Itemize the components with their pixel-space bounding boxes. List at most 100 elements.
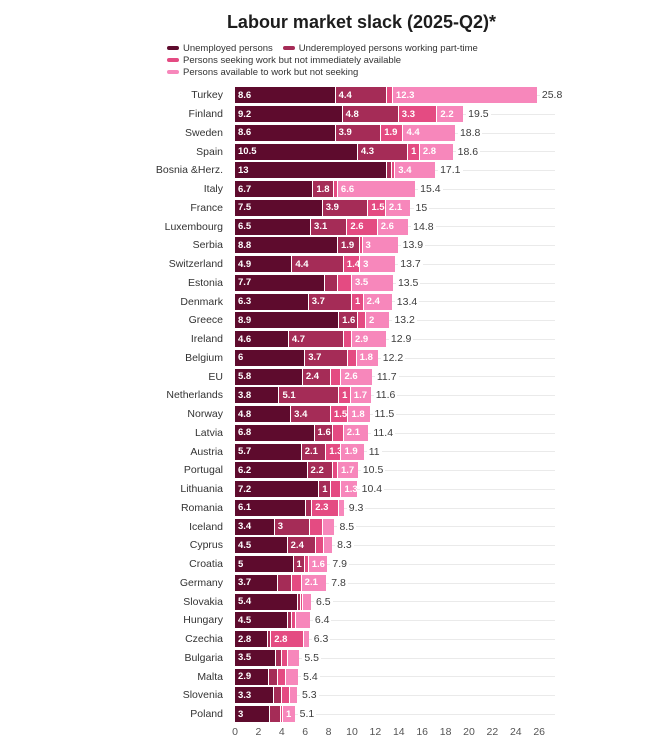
segment-value-label: 7.2 <box>238 483 252 495</box>
segment-value-label: 2.3 <box>315 502 329 514</box>
chart-title: Labour market slack (2025-Q2)* <box>226 12 497 32</box>
bar-segment: 1.7 <box>350 387 371 404</box>
country-label: Cyprus <box>189 539 223 552</box>
bar-track: 4.5 2.4 8.3 <box>229 536 555 555</box>
chart-row: Luxembourg 6.5 3.1 2.6 2.6 14.8 <box>0 217 651 236</box>
segment-value-label: 2 <box>369 314 375 326</box>
bar-segment: 3.3 <box>235 687 274 704</box>
segment-value-label: 3.7 <box>238 577 252 589</box>
legend-label: Persons seeking work but not immediately… <box>183 54 402 66</box>
segment-value-label: 4.8 <box>238 408 252 420</box>
bar-segment <box>360 237 363 254</box>
stacked-bar: 3.4 3 <box>235 518 335 535</box>
chart-row: Spain 10.5 4.3 1 2.8 18.6 <box>0 142 651 161</box>
segment-value-label: 1.9 <box>340 239 355 251</box>
bar-segment: 2.8 <box>271 631 304 648</box>
chart-row: Poland 3 1 5.1 <box>0 705 651 724</box>
segment-value-label: 2.8 <box>274 633 288 645</box>
bar-segment <box>289 687 297 704</box>
bar-track: 7.7 3.5 13.5 <box>229 274 555 293</box>
chart-row: Serbia 8.8 1.9 3 13.9 <box>0 236 651 255</box>
country-label: Spain <box>196 145 223 158</box>
total-value-label: 5.4 <box>301 670 320 683</box>
bar-segment: 3.7 <box>235 574 279 591</box>
bar-segment: 1.9 <box>381 124 404 141</box>
legend-label: Underemployed persons working part-time <box>298 42 478 54</box>
bar-segment: 6 <box>235 349 306 366</box>
bar-segment: 4.4 <box>292 256 344 273</box>
bar-segment: 1.3 <box>341 481 357 498</box>
segment-value-label: 4.4 <box>338 89 352 101</box>
bar-track: 2.8 2.8 6.3 <box>229 630 555 649</box>
bar-segment <box>357 312 367 329</box>
legend-line-3: Persons available to work but not seekin… <box>167 66 488 78</box>
segment-value-label: 3 <box>277 521 284 533</box>
bar-track: 6.5 3.1 2.6 2.6 14.8 <box>229 217 555 236</box>
bar-segment: 1.8 <box>313 181 335 198</box>
segment-value-label: 1.5 <box>371 202 385 214</box>
stacked-bar: 4.9 4.4 1.4 3 <box>235 256 396 273</box>
bar-segment: 4.8 <box>235 406 292 423</box>
legend-line-1: Unemployed persons Underemployed persons… <box>167 42 488 54</box>
axis-tick-label: 6 <box>302 726 309 738</box>
chart-row: Belgium 6 3.7 1.8 12.2 <box>0 349 651 368</box>
chart-row: Lithuania 7.2 1 1.3 10.4 <box>0 480 651 499</box>
bar-track: 3.4 3 8.5 <box>229 517 555 536</box>
country-label: Greece <box>188 314 223 327</box>
bar-segment <box>306 499 313 516</box>
segment-value-label: 4.5 <box>238 539 252 551</box>
segment-value-label: 1 <box>322 483 328 495</box>
bar-segment: 6.2 <box>235 462 308 479</box>
segment-value-label: 2.1 <box>346 427 360 439</box>
bar-segment: 3.3 <box>398 106 438 123</box>
bar-segment: 1.8 <box>356 349 378 366</box>
stacked-bar: 5 1 1.6 <box>235 556 328 573</box>
country-label: Austria <box>190 445 223 458</box>
segment-value-label: 2.4 <box>305 371 320 383</box>
x-axis: 0 2 4 6 8 10 12 14 16 18 20 22 24 26 <box>229 726 589 740</box>
country-label: Poland <box>190 708 223 721</box>
total-value-label: 8.3 <box>335 539 354 552</box>
chart-row: Turkey 8.6 4.4 12.3 25.8 <box>0 86 651 105</box>
segment-value-label: 13 <box>238 164 249 176</box>
axis-tick-label: 0 <box>232 726 238 738</box>
segment-value-label: 1.8 <box>316 183 330 195</box>
bar-track: 3.7 2.1 7.8 <box>229 574 555 593</box>
bar-segment <box>339 499 344 516</box>
total-value-label: 18.6 <box>455 145 481 158</box>
segment-value-label: 1.6 <box>342 314 356 326</box>
bar-segment: 6.7 <box>235 181 314 198</box>
row-leader-line <box>235 713 555 715</box>
bar-track: 10.5 4.3 1 2.8 18.6 <box>229 142 555 161</box>
row-leader-line <box>235 582 555 584</box>
bar-segment: 3 <box>235 706 271 723</box>
bar-segment: 8.9 <box>235 312 340 329</box>
bar-track: 3 1 5.1 <box>229 705 555 724</box>
segment-value-label: 4.4 <box>406 127 420 139</box>
bar-segment <box>343 331 352 348</box>
legend-item-unemployed: Unemployed persons <box>167 43 273 54</box>
country-label: Iceland <box>189 520 223 533</box>
bar-segment: 2.8 <box>419 143 453 160</box>
country-label: Czechia <box>185 633 223 646</box>
bar-track: 3.5 5.5 <box>229 649 555 668</box>
country-label: Germany <box>179 576 223 589</box>
bar-track: 7.5 3.9 1.5 2.1 15 <box>229 199 555 218</box>
stacked-bar: 4.6 4.7 2.9 <box>235 331 386 348</box>
segment-value-label: 2.2 <box>440 108 454 120</box>
axis-tick-label: 12 <box>369 726 382 738</box>
country-label: Slovakia <box>183 595 223 608</box>
axis-tick-label: 18 <box>439 726 452 738</box>
total-value-label: 11 <box>366 445 382 458</box>
segment-value-label: 3.4 <box>238 521 252 533</box>
bar-segment: 4.6 <box>235 331 289 348</box>
bar-segment <box>280 706 283 723</box>
segment-value-label: 5.8 <box>238 371 252 383</box>
bar-segment <box>302 593 312 610</box>
total-value-label: 12.2 <box>380 351 406 364</box>
row-leader-line <box>235 620 555 621</box>
bar-segment <box>315 537 324 554</box>
stacked-bar: 6.1 2.3 <box>235 499 344 516</box>
bar-segment: 2.9 <box>351 331 386 348</box>
